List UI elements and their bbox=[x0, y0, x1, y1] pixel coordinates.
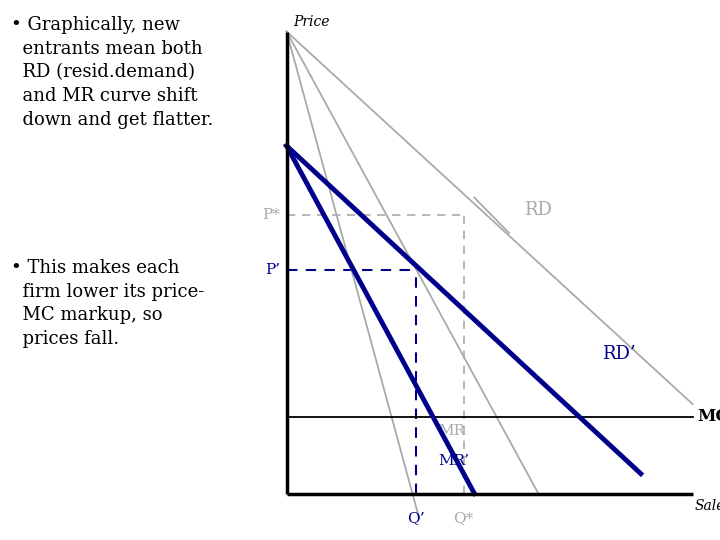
Text: Sales: Sales bbox=[695, 498, 720, 512]
Text: MR’: MR’ bbox=[438, 454, 469, 468]
Text: • Graphically, new
  entrants mean both
  RD (resid.demand)
  and MR curve shift: • Graphically, new entrants mean both RD… bbox=[11, 16, 213, 129]
Text: RD’: RD’ bbox=[602, 346, 636, 363]
Text: MR: MR bbox=[438, 424, 465, 438]
Text: RD: RD bbox=[524, 201, 552, 219]
Text: Q’: Q’ bbox=[408, 511, 425, 525]
Text: MC: MC bbox=[697, 408, 720, 425]
Text: Price: Price bbox=[293, 15, 330, 29]
Text: P*: P* bbox=[262, 208, 280, 222]
Text: Q*: Q* bbox=[454, 511, 474, 525]
Text: • This makes each
  firm lower its price-
  MC markup, so
  prices fall.: • This makes each firm lower its price- … bbox=[11, 259, 204, 348]
Text: P’: P’ bbox=[265, 263, 280, 277]
